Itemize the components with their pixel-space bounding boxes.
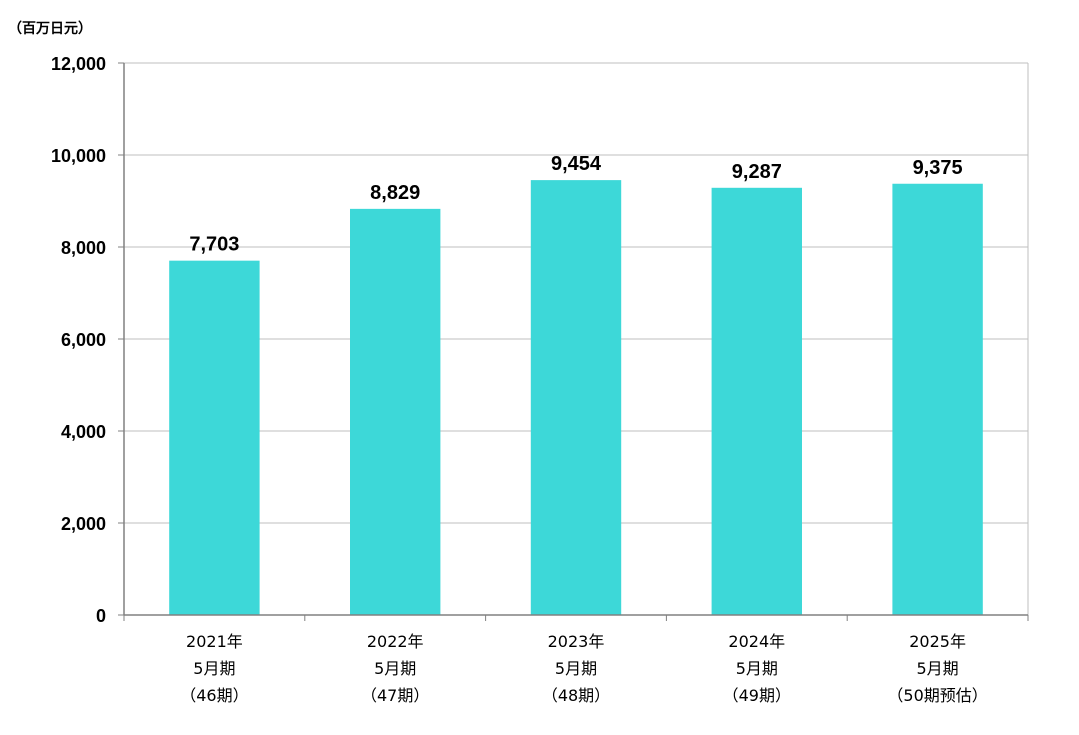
data-label: 9,287 <box>732 161 782 183</box>
y-tick-label: 4,000 <box>61 422 106 442</box>
y-tick-label: 0 <box>96 606 106 626</box>
data-label: 9,454 <box>551 153 602 175</box>
x-tick-label: （47期） <box>361 686 429 705</box>
bar <box>711 187 802 615</box>
bar <box>530 180 622 615</box>
x-tick-label: 2024年 <box>728 632 785 651</box>
y-tick-label: 8,000 <box>61 238 106 258</box>
bar <box>892 183 983 615</box>
x-tick-label: 2022年 <box>367 632 424 651</box>
y-tick-label: 2,000 <box>61 514 106 534</box>
data-label: 9,375 <box>913 157 963 179</box>
unit-label: （百万日元） <box>8 21 92 37</box>
x-tick-label: 2023年 <box>548 632 605 651</box>
x-tick-label: （46期） <box>180 686 248 705</box>
y-tick-label: 10,000 <box>51 146 106 166</box>
data-label: 8,829 <box>370 182 420 204</box>
data-labels: 7,703 8,829 9,454 9,287 9,375 <box>189 153 962 256</box>
axes <box>118 62 1029 621</box>
y-tick-label: 6,000 <box>61 330 106 350</box>
x-tick-label: 2021年 <box>186 632 243 651</box>
x-tick-label: 5月期 <box>736 659 778 678</box>
x-tick-label: 2025年 <box>909 632 966 651</box>
x-tick-label: 5月期 <box>374 659 416 678</box>
x-tick-labels: 2021年 5月期 （46期） 2022年 5月期 （47期） 2023年 5月期 （48期） 2… <box>180 632 988 705</box>
x-tick-label: （50期预估） <box>887 686 987 705</box>
x-tick-label: （48期） <box>542 686 610 705</box>
bar <box>169 260 260 615</box>
bar <box>350 208 441 615</box>
x-tick-label: （49期） <box>723 686 791 705</box>
x-tick-label: 5月期 <box>193 659 235 678</box>
x-tick-label: 5月期 <box>555 659 597 678</box>
data-label: 7,703 <box>189 234 239 256</box>
y-tick-label: 12,000 <box>51 54 106 74</box>
bars <box>169 180 983 615</box>
x-tick-label: 5月期 <box>917 659 959 678</box>
y-tick-labels: 0 2,000 4,000 6,000 8,000 10,000 12,000 <box>51 54 106 626</box>
